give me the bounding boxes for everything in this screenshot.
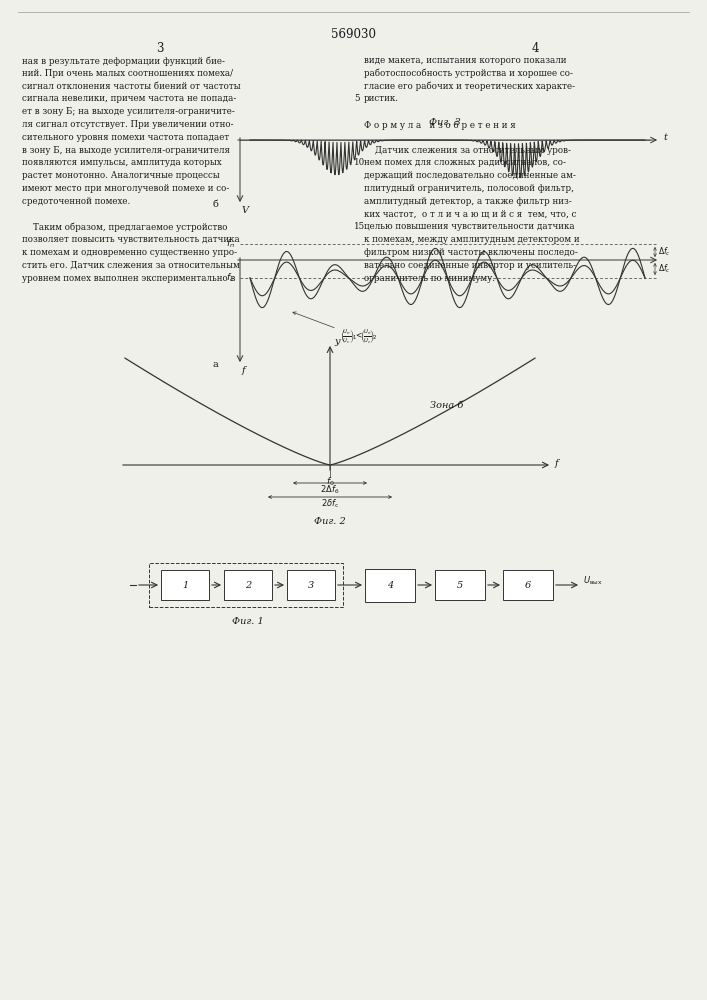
Text: в зону Б, на выходе усилителя-ограничителя: в зону Б, на выходе усилителя-ограничите…	[22, 146, 230, 155]
Text: t: t	[663, 133, 667, 142]
Text: Ф о р м у л а   и з о б р е т е н и я: Ф о р м у л а и з о б р е т е н и я	[364, 120, 515, 129]
Text: Датчик слежения за относительным уров-: Датчик слежения за относительным уров-	[364, 146, 571, 155]
Text: $\Delta f_c$: $\Delta f_c$	[658, 246, 671, 258]
FancyBboxPatch shape	[224, 570, 272, 600]
Text: ная в результате деформации функций бие-: ная в результате деформации функций бие-	[22, 56, 225, 66]
Text: $f_c$: $f_c$	[226, 272, 235, 284]
Text: 569030: 569030	[330, 28, 375, 41]
Text: гласие его рабочих и теоретических характе-: гласие его рабочих и теоретических харак…	[364, 82, 575, 91]
Text: работоспособность устройства и хорошее со-: работоспособность устройства и хорошее с…	[364, 69, 573, 78]
Text: 6: 6	[525, 580, 531, 589]
Text: 2: 2	[245, 580, 251, 589]
Text: Зона б: Зона б	[430, 400, 463, 410]
Text: стить его. Датчик слежения за относительным: стить его. Датчик слежения за относитель…	[22, 261, 240, 270]
Text: 3: 3	[156, 42, 164, 55]
Text: к помехам и одновременно существенно упро-: к помехам и одновременно существенно упр…	[22, 248, 237, 257]
Text: появляются импульсы, амплитуда которых: появляются импульсы, амплитуда которых	[22, 158, 221, 167]
FancyBboxPatch shape	[287, 570, 335, 600]
Text: сигнала невелики, причем частота не попада-: сигнала невелики, причем частота не попа…	[22, 94, 236, 103]
Text: нем помех для сложных радиосигналов, со-: нем помех для сложных радиосигналов, со-	[364, 158, 566, 167]
Text: Фиг. 2: Фиг. 2	[314, 517, 346, 526]
Text: 4: 4	[387, 580, 393, 589]
Text: f: f	[555, 458, 559, 468]
Text: $f_0$: $f_0$	[326, 475, 334, 488]
Text: 5: 5	[354, 94, 359, 103]
Text: V: V	[242, 206, 249, 215]
Text: сигнал отклонения частоты биений от частоты: сигнал отклонения частоты биений от част…	[22, 82, 240, 91]
Text: 10: 10	[354, 158, 366, 167]
FancyBboxPatch shape	[365, 568, 415, 601]
Text: 3: 3	[308, 580, 314, 589]
Text: к помехам, между амплитудным детектором и: к помехам, между амплитудным детектором …	[364, 235, 580, 244]
Text: Фиг. 3: Фиг. 3	[429, 118, 461, 127]
Text: ет в зону Б; на выходе усилителя-ограничите-: ет в зону Б; на выходе усилителя-огранич…	[22, 107, 235, 116]
Text: ний. При очень малых соотношениях помеха/: ний. При очень малых соотношениях помеха…	[22, 69, 233, 78]
Text: целью повышения чувствительности датчика: целью повышения чувствительности датчика	[364, 222, 575, 231]
Text: виде макета, испытания которого показали: виде макета, испытания которого показали	[364, 56, 566, 65]
Text: ограничитель по минимуму.: ограничитель по минимуму.	[364, 274, 495, 283]
FancyBboxPatch shape	[435, 570, 485, 600]
Text: амплитудный детектор, а также фильтр низ-: амплитудный детектор, а также фильтр низ…	[364, 197, 572, 206]
Text: 4: 4	[531, 42, 539, 55]
Text: ких частот,  о т л и ч а ю щ и й с я  тем, что, с: ких частот, о т л и ч а ю щ и й с я тем,…	[364, 210, 576, 219]
Text: f: f	[242, 366, 245, 375]
Text: 5: 5	[457, 580, 463, 589]
Text: a: a	[212, 360, 218, 369]
Text: $2\delta f_{\rm с}$: $2\delta f_{\rm с}$	[321, 498, 339, 510]
Text: уровнем помех выполнен экспериментально в: уровнем помех выполнен экспериментально …	[22, 274, 235, 283]
Text: y: y	[334, 336, 339, 346]
Text: ля сигнал отсутствует. При увеличении отно-: ля сигнал отсутствует. При увеличении от…	[22, 120, 233, 129]
Text: 15: 15	[354, 222, 365, 231]
Text: держащий последовательно соединенные ам-: держащий последовательно соединенные ам-	[364, 171, 576, 180]
Text: растет монотонно. Аналогичные процессы: растет монотонно. Аналогичные процессы	[22, 171, 220, 180]
FancyBboxPatch shape	[161, 570, 209, 600]
Text: $2\Delta f_{\rm б}$: $2\Delta f_{\rm б}$	[320, 484, 339, 496]
Text: имеют место при многолучевой помехе и со-: имеют место при многолучевой помехе и со…	[22, 184, 229, 193]
Text: плитудный ограничитель, полосовой фильтр,: плитудный ограничитель, полосовой фильтр…	[364, 184, 574, 193]
Text: $f_п$: $f_п$	[226, 238, 235, 250]
Text: фильтром низкой частоты включены последо-: фильтром низкой частоты включены последо…	[364, 248, 578, 257]
Text: $\left(\!\frac{U_п}{U_с}\!\right)_{\!1}\!\!<\!\!\left(\!\frac{U_п}{U_с}\!\right): $\left(\!\frac{U_п}{U_с}\!\right)_{\!1}\…	[293, 312, 378, 346]
Text: Таким образом, предлагаемое устройство: Таким образом, предлагаемое устройство	[22, 222, 228, 232]
Text: позволяет повысить чувствительность датчика: позволяет повысить чувствительность датч…	[22, 235, 240, 244]
FancyBboxPatch shape	[503, 570, 553, 600]
Text: $U_{\rm вых}$: $U_{\rm вых}$	[583, 575, 602, 587]
Text: Фиг. 1: Фиг. 1	[232, 617, 264, 626]
Text: сительного уровня помехи частота попадает: сительного уровня помехи частота попадае…	[22, 133, 229, 142]
Text: средоточенной помехе.: средоточенной помехе.	[22, 197, 130, 206]
Text: $\Delta f_c$: $\Delta f_c$	[658, 263, 671, 275]
Text: 1: 1	[182, 580, 188, 589]
Text: вательно соединенные инвертор и усилитель-: вательно соединенные инвертор и усилител…	[364, 261, 576, 270]
Text: ристик.: ристик.	[364, 94, 399, 103]
Text: б: б	[212, 200, 218, 209]
